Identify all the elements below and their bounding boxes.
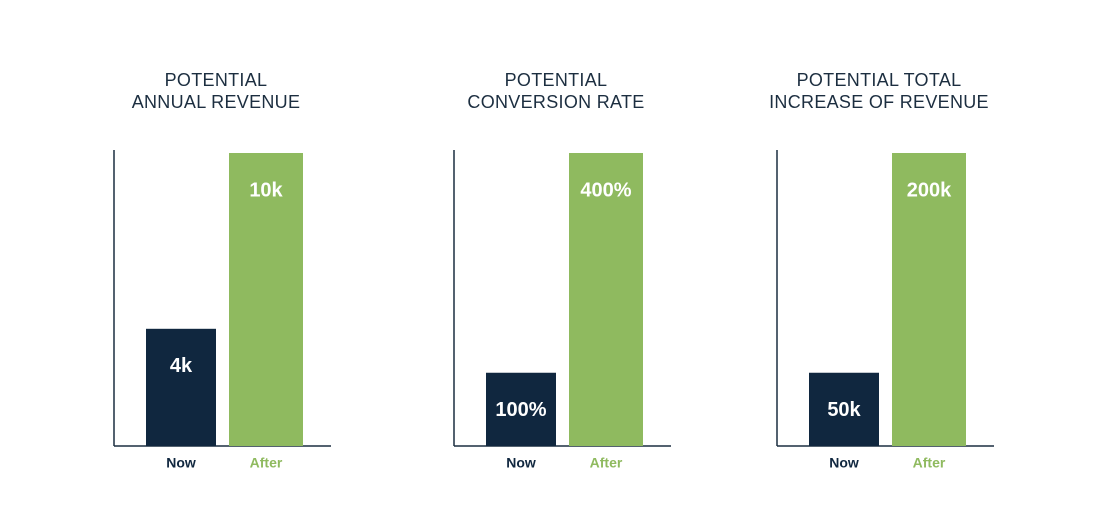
bar [486,372,556,446]
bar [146,328,216,446]
bar [892,153,966,446]
chart-title: INCREASE OF REVENUE [769,92,989,112]
chart-title: CONVERSION RATE [467,92,644,112]
x-tick-label: After [913,455,946,471]
x-tick-label: Now [166,455,196,471]
value-label: 400% [580,179,631,201]
x-tick-label: After [590,455,623,471]
value-label: 100% [495,399,546,421]
x-tick-label: Now [829,455,859,471]
chart-title: ANNUAL REVENUE [132,92,301,112]
chart-title: POTENTIAL [165,70,268,90]
chart-title: POTENTIAL TOTAL [797,70,962,90]
value-label: 50k [827,399,861,421]
bar [229,153,303,446]
value-label: 200k [907,179,952,201]
bar [569,153,643,446]
value-label: 4k [170,355,193,377]
x-tick-label: After [250,455,283,471]
value-label: 10k [249,179,283,201]
x-tick-label: Now [506,455,536,471]
chart-title: POTENTIAL [505,70,608,90]
bar [809,372,879,446]
